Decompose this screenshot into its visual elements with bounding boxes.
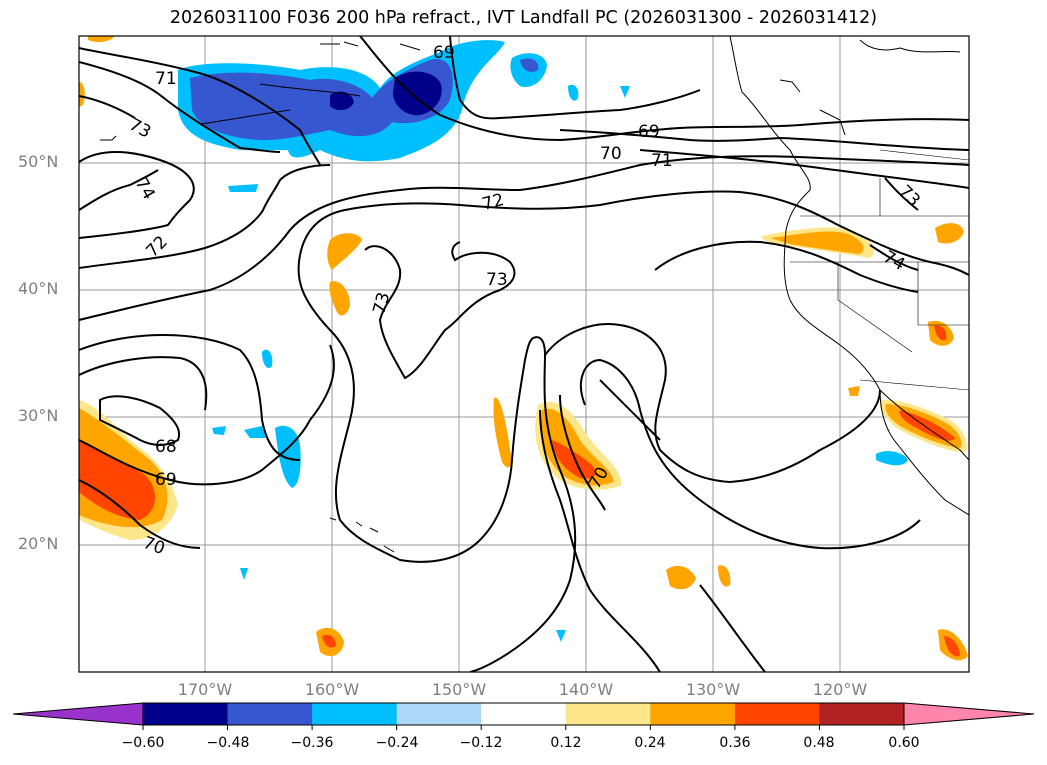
colorbar-tick-label: −0.36	[290, 735, 334, 751]
colorbar-tick-label: −0.48	[206, 735, 250, 751]
contour-line	[79, 95, 136, 119]
contour-label: 71	[155, 69, 177, 89]
blue-region-small-3	[620, 86, 630, 98]
contour-line	[79, 356, 208, 411]
map-panel: 71 73 74 72 69 70 71 72 73 73 68 69 70 7…	[78, 35, 970, 673]
blue-region-small-2	[568, 84, 579, 101]
lat-label: 30°N	[18, 406, 59, 425]
orange-region-small-8	[718, 565, 731, 587]
contour-label: 71	[651, 151, 673, 171]
contour-line	[359, 36, 969, 142]
contour-line	[559, 394, 606, 511]
orange-region-small-2	[329, 281, 350, 316]
contour-line	[449, 36, 701, 120]
lon-label: 150°W	[431, 680, 487, 699]
lon-label: 120°W	[812, 680, 868, 699]
contour-line	[79, 155, 969, 321]
colorbar-segment	[396, 703, 482, 725]
orange-region-small-1	[327, 233, 362, 270]
refractivity-contours	[79, 36, 969, 672]
contour-line	[599, 379, 661, 441]
blue-region-core-2	[330, 91, 354, 111]
negative-anomaly-regions	[178, 40, 908, 642]
colorbar-tick-label: −0.24	[375, 735, 419, 751]
colorbar-segment	[312, 703, 398, 725]
colorbar-segment	[650, 703, 736, 725]
colorbar-tick-label: 0.48	[803, 735, 835, 751]
colorbar-segment	[819, 703, 905, 725]
colorbar-segment	[481, 703, 567, 725]
contour-line	[544, 323, 881, 484]
contour-line	[79, 169, 159, 211]
colorbar-segment	[734, 703, 820, 725]
blue-region-small-9	[240, 568, 248, 580]
orange-region-northwest	[935, 223, 964, 244]
orange-region-small-6	[848, 386, 860, 396]
blue-region-small-7	[212, 426, 226, 435]
colorbar-tick-label: 0.24	[634, 735, 666, 751]
orange-region-small-4	[79, 82, 85, 107]
contour-label: 70	[600, 144, 622, 164]
blue-region-core	[392, 71, 442, 116]
contour-label: 69	[433, 43, 455, 63]
map-title: 2026031100 F036 200 hPa refract., IVT La…	[169, 8, 878, 28]
colorbar-extend-min	[13, 703, 143, 725]
contour-line	[580, 358, 921, 550]
contour-line	[884, 177, 919, 211]
lat-label: 40°N	[18, 279, 59, 298]
blue-region-aleutians-mid	[190, 59, 453, 140]
contour-label: 69	[155, 470, 177, 490]
colorbar-segment	[143, 703, 229, 725]
lon-label: 140°W	[558, 680, 614, 699]
contour-label: 69	[638, 122, 660, 142]
colorbar-extend-max	[904, 703, 1034, 725]
lon-label: 170°W	[177, 680, 233, 699]
contour-line	[639, 149, 969, 189]
colorbar-tick-label: 0.36	[719, 735, 751, 751]
coastlines	[100, 36, 969, 553]
contour-line	[699, 584, 766, 672]
contour-line	[79, 334, 301, 461]
colorbar-segment	[565, 703, 651, 725]
contour-label: 68	[155, 437, 177, 457]
contour-line	[79, 61, 281, 153]
contour-line	[79, 344, 335, 486]
lon-label: 160°W	[304, 680, 360, 699]
contour-line	[654, 240, 919, 293]
contour-line	[79, 164, 331, 269]
blue-region-small-5	[262, 349, 273, 369]
contour-line	[539, 409, 661, 672]
contour-line	[79, 47, 321, 166]
blue-region-small-4	[228, 184, 258, 192]
colorbar-tick-label: −0.12	[459, 735, 503, 751]
contour-line	[364, 241, 516, 380]
orange-region-small-5	[88, 36, 115, 43]
contour-line	[99, 395, 180, 446]
colorbar-segment	[227, 703, 313, 725]
blue-region-small-11	[876, 451, 908, 466]
lat-label: 50°N	[18, 152, 59, 171]
contour-line	[79, 479, 201, 549]
orange-region-small-3	[493, 397, 512, 468]
lon-label: 130°W	[685, 680, 741, 699]
contour-line	[299, 190, 969, 276]
contour-line	[297, 254, 534, 563]
colorbar-tick-label: 0.60	[888, 735, 920, 751]
contour-label: 73	[486, 270, 508, 290]
lat-label: 20°N	[18, 534, 59, 553]
contour-line	[559, 129, 969, 151]
contour-line	[79, 151, 195, 239]
blue-region-small-8	[244, 426, 266, 438]
contour-line	[869, 244, 919, 271]
colorbar-tick-label: 0.12	[550, 735, 582, 751]
blue-region-small-10	[556, 630, 566, 642]
map-frame	[78, 35, 970, 673]
colorbar-tick-label: −0.60	[121, 735, 165, 751]
state-borders	[790, 149, 969, 391]
orange-region-small-7	[666, 565, 696, 590]
